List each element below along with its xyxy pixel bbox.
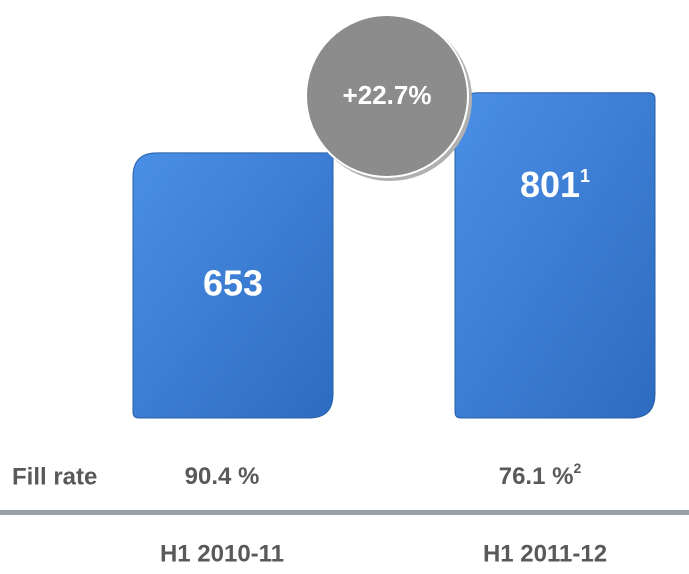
fill-rate: 76.1 %2 [499,460,582,491]
fill-rate: 90.4 % [185,463,260,490]
value-label: 8011 [520,163,590,204]
value-text: 653 [203,262,263,303]
row-label: Fill rate [12,463,97,490]
fill-rate-value: 90.4 % [185,463,260,490]
footnote-marker: 1 [580,166,590,186]
divider [0,510,689,515]
badge [305,14,469,178]
x-tick-label: H1 2010-11 [160,540,284,567]
value-label: 653 [203,262,263,303]
bar [132,152,334,419]
fill-rate-value: 76.1 % [499,463,574,490]
footnote-marker: 2 [573,460,581,476]
change-annotation: +22.7% [343,80,432,110]
value-text: 801 [520,163,580,204]
bar [454,92,656,419]
x-tick-label: H1 2011-12 [483,540,607,567]
